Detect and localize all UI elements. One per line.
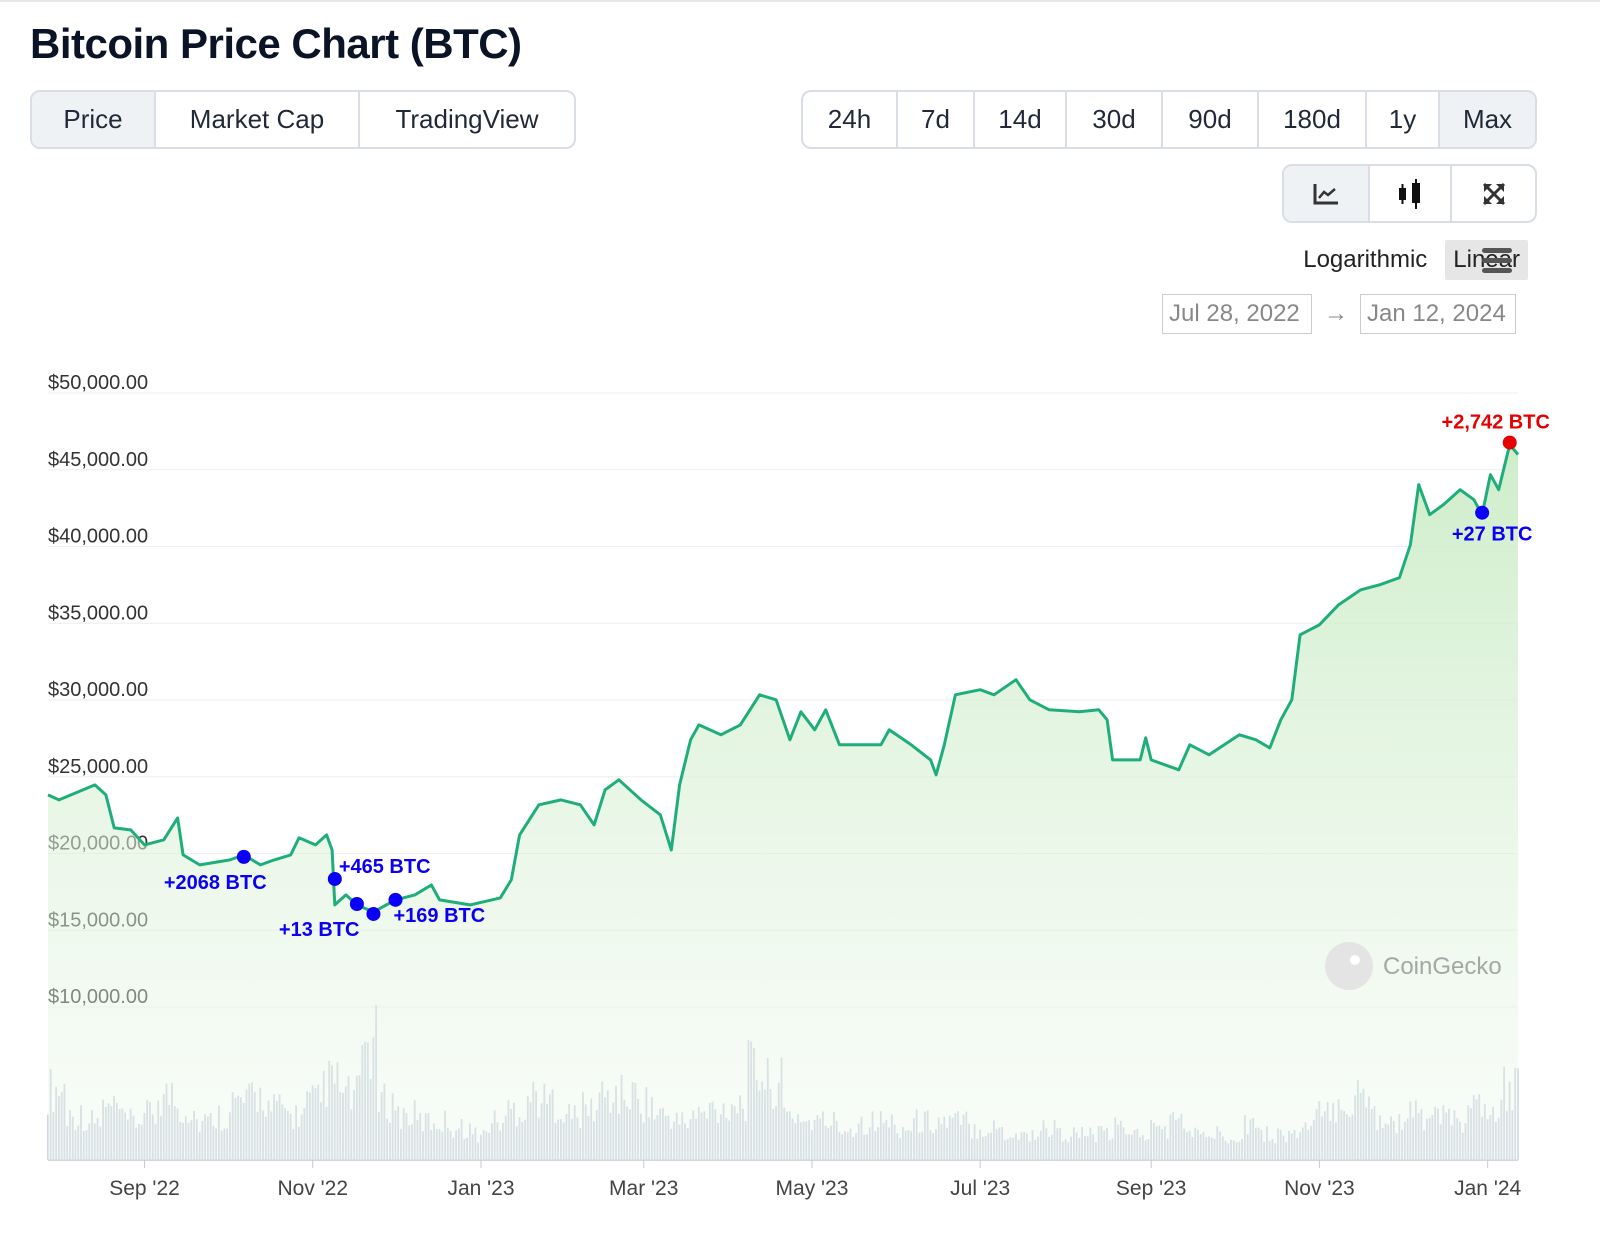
range-7d[interactable]: 7d — [898, 92, 975, 147]
x-tick-label: Jan '23 — [447, 1177, 514, 1200]
watermark-text: CoinGecko — [1383, 953, 1502, 980]
x-tick-label: May '23 — [776, 1177, 849, 1200]
range-1y[interactable]: 1y — [1367, 92, 1440, 147]
tab-price[interactable]: Price — [32, 92, 156, 147]
price-line — [47, 443, 1520, 914]
x-tick-label: Jul '23 — [950, 1177, 1010, 1200]
y-tick-label: $35,000.00 — [48, 602, 148, 624]
volume-bar — [47, 1114, 49, 1160]
y-tick-label: $45,000.00 — [48, 449, 148, 471]
page-title: Bitcoin Price Chart (BTC) — [30, 20, 522, 67]
y-tick-label: $40,000.00 — [48, 526, 148, 548]
x-tick-label: Mar '23 — [609, 1177, 678, 1200]
trade-annotation-label: +169 BTC — [394, 905, 486, 927]
y-tick-label: $50,000.00 — [48, 372, 148, 394]
tab-tradingview[interactable]: TradingView — [395, 104, 539, 134]
candlestick-icon — [1399, 178, 1420, 209]
trade-marker — [349, 897, 364, 912]
logarithmic-option[interactable]: Logarithmic — [1303, 246, 1428, 273]
x-tick-label: Nov '22 — [277, 1177, 348, 1200]
tab-market-cap[interactable]: Market Cap — [156, 92, 360, 147]
coingecko-watermark: CoinGecko — [1325, 942, 1502, 990]
arrow-icon: → — [1324, 300, 1348, 327]
range-tabs: 24h 7d 14d 30d 90d 180d 1y Max — [801, 90, 1537, 149]
trade-annotation-label: +13 BTC — [279, 919, 360, 941]
price-area — [48, 444, 1518, 1161]
candlestick-button[interactable] — [1370, 166, 1452, 221]
range-90d[interactable]: 90d — [1163, 92, 1259, 147]
x-tick-label: Sep '22 — [109, 1177, 180, 1200]
range-180d[interactable]: 180d — [1259, 92, 1367, 147]
x-tick-label: Nov '23 — [1284, 1177, 1355, 1200]
line-chart-button[interactable] — [1284, 166, 1370, 221]
range-max[interactable]: Max — [1440, 92, 1535, 147]
trade-marker — [388, 892, 403, 907]
fullscreen-icon — [1482, 182, 1505, 205]
range-14d[interactable]: 14d — [975, 92, 1067, 147]
trade-marker — [1502, 435, 1517, 450]
trade-marker — [1475, 505, 1490, 520]
trade-annotation-label: +2,742 BTC — [1442, 412, 1550, 434]
hamburger-menu-icon[interactable] — [1482, 248, 1512, 278]
range-30d[interactable]: 30d — [1067, 92, 1163, 147]
line-chart-icon — [1313, 183, 1338, 204]
x-tick-label: Jan '24 — [1454, 1177, 1521, 1200]
y-tick-label: $25,000.00 — [48, 756, 148, 778]
chart-type-buttons — [1282, 164, 1537, 223]
top-divider — [0, 0, 1600, 2]
trade-marker — [366, 906, 381, 921]
range-24h[interactable]: 24h — [803, 92, 898, 147]
trade-annotation-label: +2068 BTC — [164, 872, 267, 894]
trade-annotation-label: +27 BTC — [1452, 524, 1533, 546]
trade-marker — [236, 849, 251, 864]
x-tick-label: Sep '23 — [1116, 1177, 1187, 1200]
y-tick-label: $30,000.00 — [48, 679, 148, 701]
view-tabs: Price Market Cap TradingView — [30, 90, 576, 149]
fullscreen-button[interactable] — [1452, 166, 1535, 221]
date-to-input[interactable]: Jan 12, 2024 — [1360, 294, 1516, 334]
trade-marker — [327, 871, 342, 886]
trade-annotation-label: +465 BTC — [339, 856, 431, 878]
date-from-input[interactable]: Jul 28, 2022 — [1162, 294, 1312, 334]
